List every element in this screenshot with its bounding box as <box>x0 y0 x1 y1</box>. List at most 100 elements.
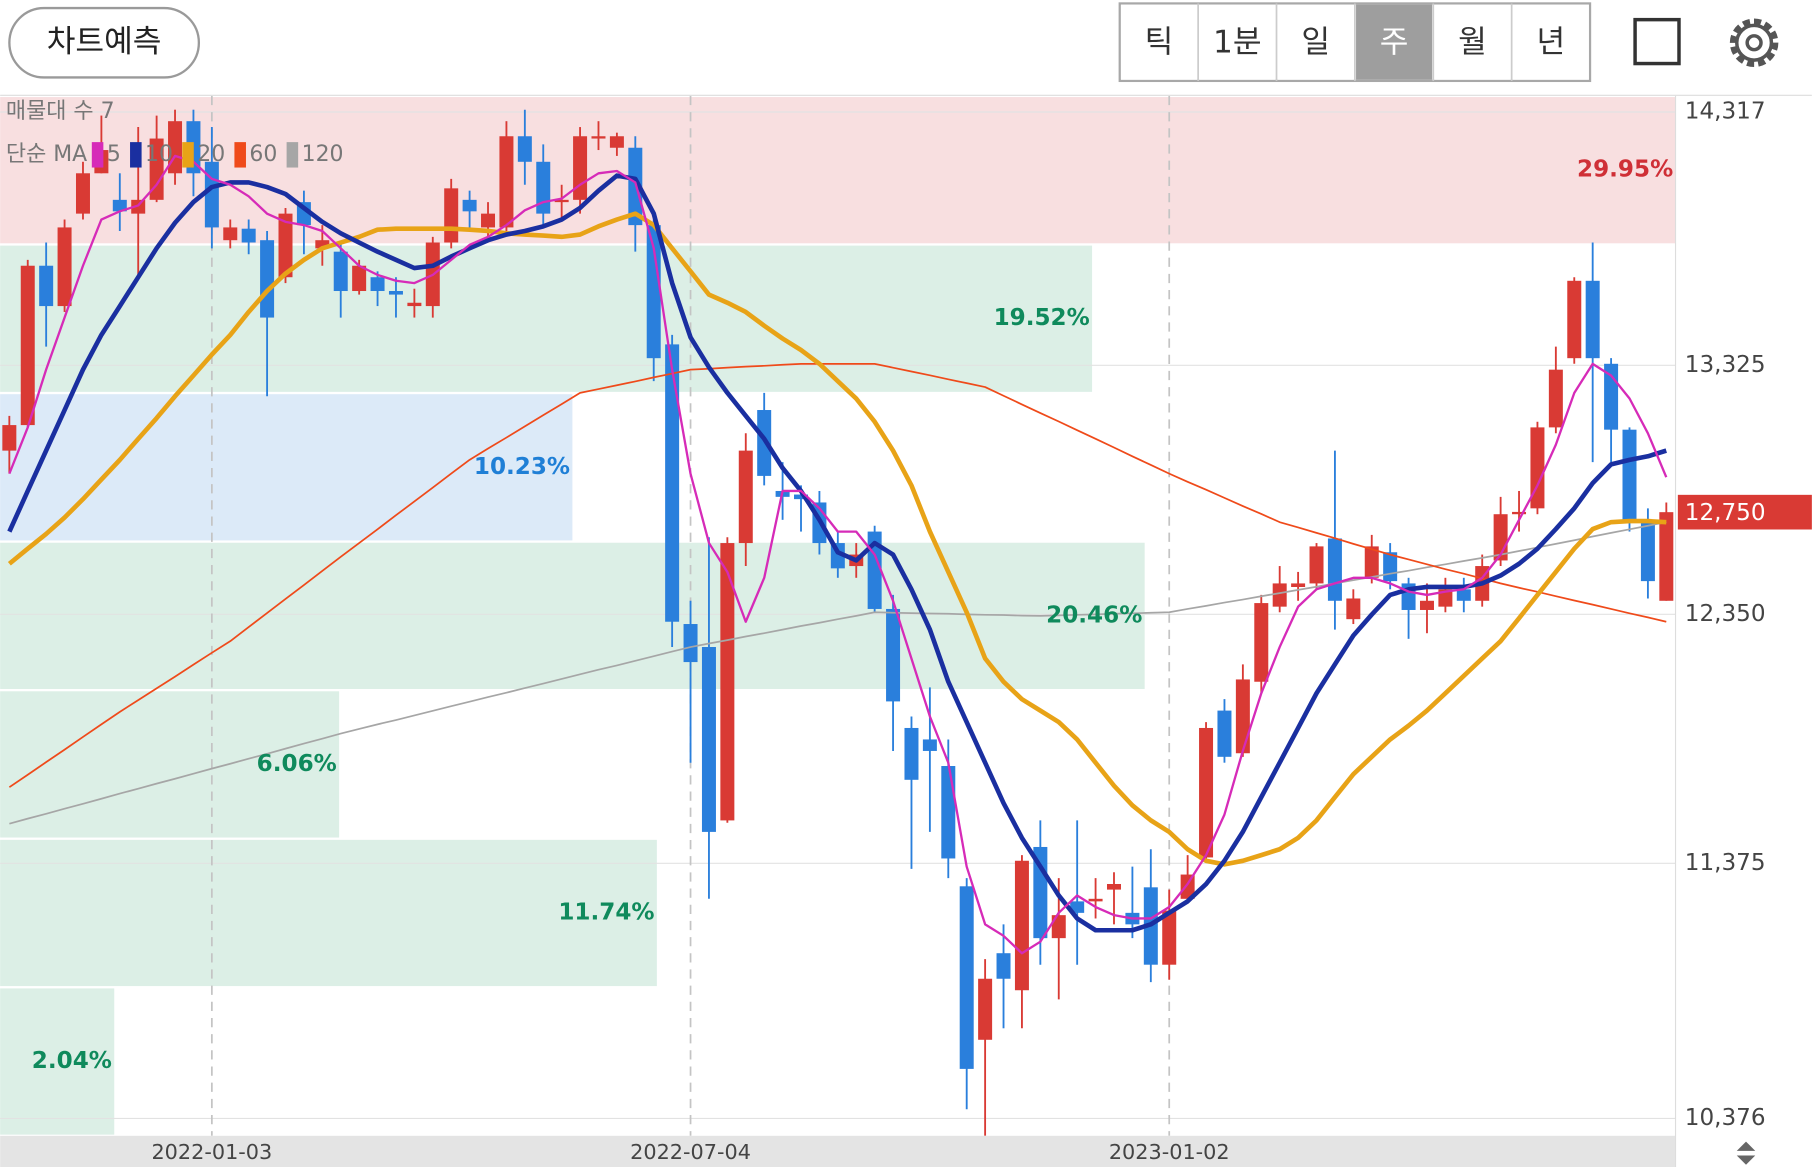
candle-body <box>20 265 35 426</box>
gear-teeth[interactable] <box>1729 18 1779 68</box>
period-button-label[interactable]: 주 <box>1380 24 1409 60</box>
volume-band <box>0 691 340 838</box>
settings-button[interactable] <box>1729 18 1779 68</box>
period-button-label[interactable]: 1분 <box>1213 24 1262 60</box>
ma-line <box>8 154 1668 955</box>
scroll-handle[interactable] <box>1736 1141 1756 1165</box>
candle-body <box>1051 915 1066 939</box>
volume-band <box>0 97 1676 244</box>
period-button[interactable]: 년 <box>1512 4 1589 80</box>
candle-body <box>39 265 54 307</box>
volume-band <box>0 245 1093 392</box>
period-button-bg[interactable] <box>1356 4 1433 80</box>
candle-body <box>204 161 219 228</box>
candle-body <box>591 136 606 139</box>
candle-body <box>683 624 698 663</box>
legend: 5 10 20 60 120 <box>91 142 344 168</box>
volume-band-label: 11.74% <box>558 899 654 925</box>
axes: 10,376 11,375 12,350 13,325 14,317 2022-01-03… <box>151 98 1812 1164</box>
x-axis-strip <box>0 1135 1676 1167</box>
period-button-bg[interactable] <box>1120 4 1197 80</box>
candle-body <box>554 199 569 203</box>
moving-averages <box>7 154 1668 955</box>
candle-body <box>1070 901 1085 913</box>
candle-body <box>1162 910 1177 965</box>
x-tick-label: 2023-01-02 <box>1109 1140 1230 1164</box>
legend-label: 60 <box>249 142 277 167</box>
period-button[interactable]: 월 <box>1434 4 1511 80</box>
legend-label: 5 <box>107 142 121 167</box>
y-tick-label: 13,325 <box>1685 352 1766 378</box>
period-button-bg[interactable] <box>1434 4 1511 80</box>
volume-band-label: 29.95% <box>1577 157 1673 183</box>
period-button-bg[interactable] <box>1277 4 1354 80</box>
volume-band <box>0 988 115 1135</box>
candle-body <box>1567 280 1582 359</box>
period-button[interactable]: 일 <box>1277 4 1354 80</box>
candle-body <box>904 727 919 780</box>
candle-body <box>260 240 275 318</box>
legend-swatch <box>91 142 104 168</box>
volume-band-label: 10.23% <box>474 454 570 480</box>
candle-body <box>1438 589 1453 607</box>
volume-band-label: 6.06% <box>257 751 337 777</box>
candle-body <box>1364 546 1379 578</box>
ma-line <box>8 362 1667 788</box>
gear-hole[interactable] <box>1745 34 1763 52</box>
y-tick-label: 12,350 <box>1685 601 1766 627</box>
candle-body <box>370 277 385 292</box>
predict-button-label[interactable]: 차트예측 <box>47 24 162 60</box>
candle-body <box>352 265 367 292</box>
x-tick-label: 2022-07-04 <box>630 1140 751 1164</box>
volume-band-label: 2.04% <box>32 1048 112 1074</box>
candle-body <box>1309 546 1324 584</box>
candle-body <box>1585 280 1600 359</box>
candle-body <box>241 228 256 243</box>
gear-body[interactable] <box>1735 23 1774 62</box>
legend-swatch <box>182 142 194 168</box>
legend-swatch <box>234 142 246 168</box>
candle-body <box>886 608 901 702</box>
candle-body <box>2 425 17 451</box>
y-tick-label: 14,317 <box>1685 98 1766 124</box>
ma-line <box>7 211 1667 867</box>
period-button-bg[interactable] <box>1199 4 1276 80</box>
ma-line <box>7 173 1667 933</box>
candle-body <box>978 978 993 1040</box>
candle-body <box>1014 860 1029 991</box>
predict-button[interactable]: 차트예측 <box>8 6 201 79</box>
candle-body <box>720 543 735 821</box>
fullscreen-button[interactable] <box>1633 17 1681 66</box>
legend-label: 120 <box>302 142 344 167</box>
period-button[interactable]: 주 <box>1356 4 1433 80</box>
candle-body <box>149 138 164 200</box>
candle-body <box>333 251 348 292</box>
candle-body <box>922 739 937 751</box>
period-button-label[interactable]: 틱 <box>1145 24 1174 60</box>
period-button-label[interactable]: 월 <box>1458 24 1487 60</box>
candle-body <box>1235 679 1250 754</box>
candle-body <box>1530 427 1545 509</box>
candle-body <box>57 227 72 307</box>
volume-band-label: 19.52% <box>994 305 1090 331</box>
candle-body <box>959 886 974 1069</box>
period-button[interactable]: 1분 <box>1199 4 1276 80</box>
candle-body <box>941 766 956 859</box>
candle-body <box>388 291 403 295</box>
legend-label: 10 <box>145 142 173 167</box>
candle-body <box>1419 600 1434 610</box>
legend-title: 단순 MA <box>6 142 87 167</box>
period-button-label[interactable]: 년 <box>1536 24 1565 60</box>
legend-swatch <box>286 142 299 168</box>
candle-body <box>646 225 661 359</box>
candle-body <box>1659 512 1674 601</box>
volume-band-label: 20.46% <box>1046 602 1142 628</box>
period-button-label[interactable]: 일 <box>1301 24 1330 60</box>
candle-body <box>517 136 532 162</box>
period-button-bg[interactable] <box>1512 4 1589 80</box>
predict-button-frame[interactable] <box>8 6 201 79</box>
current-price-label: 12,750 <box>1685 500 1766 526</box>
volume-band <box>0 542 1145 689</box>
period-button[interactable]: 틱 <box>1120 4 1197 80</box>
